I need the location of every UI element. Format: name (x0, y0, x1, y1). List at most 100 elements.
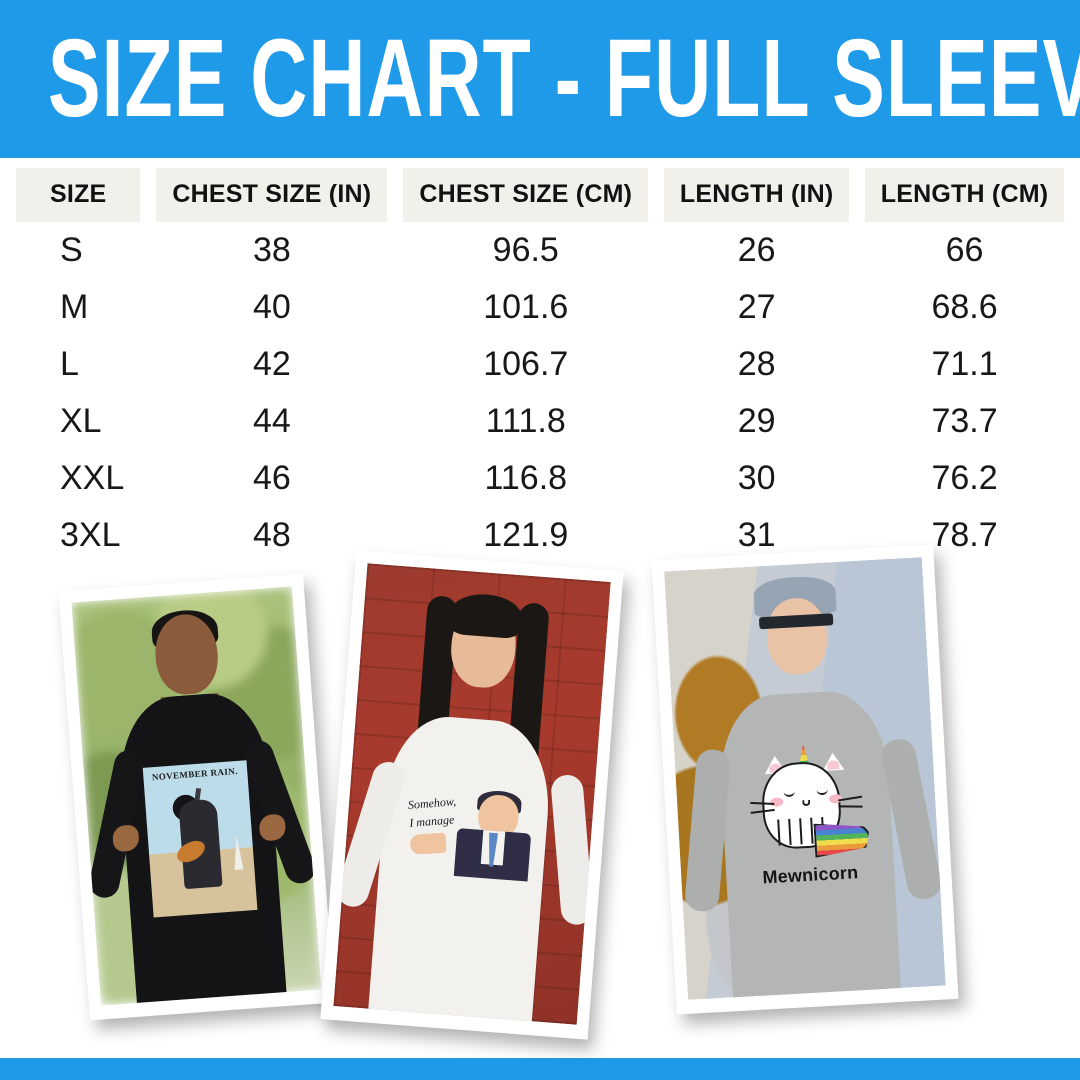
header-gap-3 (648, 168, 664, 222)
size-chart-table: SIZE CHEST SIZE (IN) CHEST SIZE (CM) LEN… (0, 168, 1080, 564)
cell-size: L (60, 345, 79, 383)
cell-gap (849, 393, 865, 450)
table-row: L 42 106.7 28 71.1 (0, 336, 1080, 393)
photo-content-white-tee: Somehow, I manage (333, 563, 611, 1025)
table-row: XXL 46 116.8 30 76.2 (0, 450, 1080, 507)
cell-gap (387, 450, 403, 507)
november-rain-print: NOVEMBER RAIN. (142, 759, 257, 918)
cell-size: M (60, 288, 89, 326)
cell-gap (140, 393, 156, 450)
cell-chest-cm: 121.9 (483, 516, 569, 554)
row-spacer-right (1064, 393, 1080, 450)
cell-chest-in: 40 (252, 288, 291, 326)
cell-chest-cm: 96.5 (492, 231, 559, 269)
cell-gap (648, 393, 664, 450)
print-line-2: I manage (408, 812, 455, 831)
cell-gap (387, 279, 403, 336)
cell-length-in: 30 (737, 459, 776, 497)
cell-size: XL (60, 402, 102, 440)
table-header: SIZE CHEST SIZE (IN) CHEST SIZE (CM) LEN… (0, 168, 1080, 222)
mewnicorn-print: Mewnicorn (741, 741, 873, 888)
header-gap-2 (387, 168, 403, 222)
cell-chest-in: 38 (252, 231, 291, 269)
cell-chest-cm: 111.8 (485, 402, 566, 440)
cell-length-cm: 78.7 (931, 516, 998, 554)
cell-gap (849, 450, 865, 507)
row-spacer-right (1064, 336, 1080, 393)
cell-chest-cm: 116.8 (484, 459, 568, 497)
cell-gap (140, 336, 156, 393)
cell-size: S (60, 231, 83, 269)
cell-gap (648, 279, 664, 336)
cell-gap (140, 222, 156, 279)
table-row: XL 44 111.8 29 73.7 (0, 393, 1080, 450)
table-header-row: SIZE CHEST SIZE (IN) CHEST SIZE (CM) LEN… (0, 168, 1080, 222)
cell-gap (387, 336, 403, 393)
cell-gap (648, 336, 664, 393)
table-body: S 38 96.5 26 66 M 40 101 (0, 222, 1080, 564)
header-gap-4 (849, 168, 865, 222)
cell-length-cm: 66 (945, 231, 984, 269)
header-spacer-left (0, 168, 16, 222)
somehow-i-manage-print: Somehow, I manage (402, 780, 537, 886)
cell-length-in: 29 (737, 402, 776, 440)
cell-gap (140, 279, 156, 336)
row-spacer-left (0, 279, 16, 336)
cell-length-in: 31 (737, 516, 776, 554)
cell-length-cm: 68.6 (931, 288, 998, 326)
row-spacer-left (0, 336, 16, 393)
cell-size: XXL (60, 459, 125, 497)
column-header-length-in: LENGTH (IN) (664, 168, 850, 222)
table-row: M 40 101.6 27 68.6 (0, 279, 1080, 336)
cell-gap (387, 222, 403, 279)
product-photo-black-tee[interactable]: NOVEMBER RAIN. (58, 573, 335, 1021)
cell-size: 3XL (60, 516, 121, 554)
product-photo-white-tee[interactable]: Somehow, I manage (320, 550, 624, 1040)
cell-gap (140, 450, 156, 507)
cell-chest-in: 44 (252, 402, 291, 440)
cell-gap (849, 222, 865, 279)
cell-length-in: 28 (737, 345, 776, 383)
header-gap-1 (140, 168, 156, 222)
cell-length-in: 27 (737, 288, 776, 326)
rainbow-tail-icon (813, 821, 871, 858)
cell-chest-in: 46 (252, 459, 291, 497)
cell-gap (849, 279, 865, 336)
row-spacer-left (0, 222, 16, 279)
product-photo-strip: NOVEMBER RAIN. Somehow, I manage (0, 536, 1080, 1056)
cat-whisker (838, 805, 863, 808)
print-title-text: NOVEMBER RAIN. (151, 765, 239, 782)
column-header-length-cm: LENGTH (CM) (865, 168, 1064, 222)
row-spacer-right (1064, 279, 1080, 336)
table-row: 3XL 48 121.9 31 78.7 (0, 507, 1080, 564)
print-script-text: Somehow, I manage (407, 792, 458, 832)
cell-chest-cm: 101.6 (483, 288, 569, 326)
cell-gap (849, 336, 865, 393)
header-spacer-right (1064, 168, 1080, 222)
cell-length-in: 26 (737, 231, 776, 269)
cell-length-cm: 71.1 (931, 345, 998, 383)
cell-chest-in: 42 (252, 345, 291, 383)
column-header-chest-in: CHEST SIZE (IN) (156, 168, 388, 222)
product-photo-grey-tee[interactable]: Mewnicorn (651, 544, 959, 1015)
cell-length-cm: 73.7 (931, 402, 998, 440)
row-spacer-right (1064, 450, 1080, 507)
page-title: SIZE CHART - FULL SLEEVES (47, 17, 1080, 141)
cell-gap (387, 393, 403, 450)
cell-length-cm: 76.2 (931, 459, 998, 497)
column-header-chest-cm: CHEST SIZE (CM) (403, 168, 649, 222)
row-spacer-left (0, 393, 16, 450)
table-row: S 38 96.5 26 66 (0, 222, 1080, 279)
header-banner: SIZE CHART - FULL SLEEVES (0, 0, 1080, 158)
footer-bar (0, 1058, 1080, 1080)
monument-shape (232, 836, 243, 871)
column-header-size: SIZE (16, 168, 141, 222)
figure-arm (409, 832, 447, 855)
size-table-container: SIZE CHEST SIZE (IN) CHEST SIZE (CM) LEN… (0, 168, 1080, 564)
cell-gap (648, 450, 664, 507)
photo-content-grey-tee: Mewnicorn (664, 557, 946, 1000)
cell-gap (648, 222, 664, 279)
photo-content-black-tee: NOVEMBER RAIN. (71, 586, 322, 1006)
row-spacer-right (1064, 222, 1080, 279)
